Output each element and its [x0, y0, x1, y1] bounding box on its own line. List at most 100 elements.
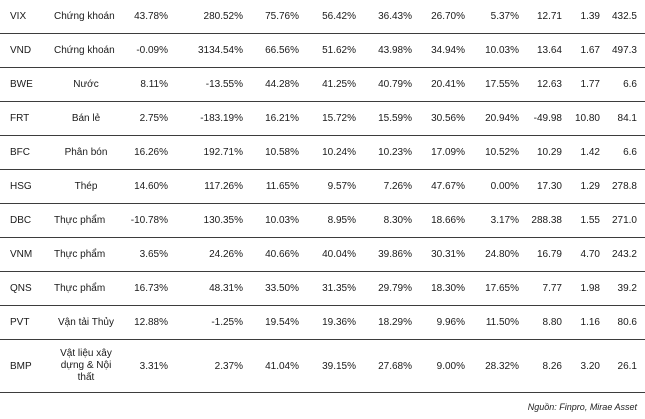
value-cell: 6.6: [608, 135, 645, 170]
value-cell: 19.54%: [251, 305, 307, 340]
value-cell: 18.29%: [364, 305, 420, 340]
value-cell: 11.65%: [251, 169, 307, 204]
ticker-cell: BMP: [0, 339, 46, 393]
value-cell: 36.43%: [364, 0, 420, 34]
table-row: QNS Thực phẩm 16.73% 48.31% 33.50% 31.35…: [0, 271, 645, 306]
value-cell: 7.77: [527, 271, 570, 306]
source-note: Nguồn: Finpro, Mirae Asset: [527, 402, 637, 412]
sector-cell: Chứng khoán: [46, 0, 126, 34]
value-cell: 24.26%: [176, 237, 251, 272]
value-cell: 10.58%: [251, 135, 307, 170]
value-cell: 10.80: [570, 101, 608, 136]
value-cell: -0.09%: [126, 33, 176, 68]
value-cell: 1.29: [570, 169, 608, 204]
sector-cell: Thép: [46, 169, 126, 204]
value-cell: 0.00%: [473, 169, 527, 204]
value-cell: 16.79: [527, 237, 570, 272]
value-cell: 29.79%: [364, 271, 420, 306]
value-cell: 30.31%: [420, 237, 473, 272]
value-cell: 24.80%: [473, 237, 527, 272]
value-cell: 12.63: [527, 67, 570, 102]
ticker-cell: VNM: [0, 237, 46, 272]
value-cell: 84.1: [608, 101, 645, 136]
value-cell: 20.94%: [473, 101, 527, 136]
value-cell: 280.52%: [176, 0, 251, 34]
value-cell: 44.28%: [251, 67, 307, 102]
value-cell: 288.38: [527, 203, 570, 238]
value-cell: 1.98: [570, 271, 608, 306]
table-row: DBC Thực phẩm -10.78% 130.35% 10.03% 8.9…: [0, 203, 645, 238]
value-cell: 15.72%: [307, 101, 364, 136]
value-cell: 3.17%: [473, 203, 527, 238]
value-cell: 47.67%: [420, 169, 473, 204]
value-cell: -49.98: [527, 101, 570, 136]
value-cell: 39.86%: [364, 237, 420, 272]
table-row: VNM Thực phẩm 3.65% 24.26% 40.66% 40.04%…: [0, 237, 645, 272]
value-cell: 130.35%: [176, 203, 251, 238]
value-cell: 1.42: [570, 135, 608, 170]
value-cell: 51.62%: [307, 33, 364, 68]
value-cell: 17.55%: [473, 67, 527, 102]
ticker-cell: QNS: [0, 271, 46, 306]
value-cell: 48.31%: [176, 271, 251, 306]
value-cell: -183.19%: [176, 101, 251, 136]
value-cell: 34.94%: [420, 33, 473, 68]
value-cell: 1.77: [570, 67, 608, 102]
value-cell: 2.37%: [176, 339, 251, 393]
value-cell: 4.70: [570, 237, 608, 272]
sector-cell: Thực phẩm: [46, 271, 126, 306]
sector-cell: Nước: [46, 67, 126, 102]
sector-cell: Thực phẩm: [46, 203, 126, 238]
value-cell: 12.71: [527, 0, 570, 34]
value-cell: 19.36%: [307, 305, 364, 340]
value-cell: 20.41%: [420, 67, 473, 102]
value-cell: 10.03%: [473, 33, 527, 68]
table-row: PVT Vận tải Thủy 12.88% -1.25% 19.54% 19…: [0, 305, 645, 340]
table-row: VIX Chứng khoán 43.78% 280.52% 75.76% 56…: [0, 0, 645, 34]
value-cell: -1.25%: [176, 305, 251, 340]
value-cell: 117.26%: [176, 169, 251, 204]
sector-text: Vật liệu xây dựng & Nội thất: [60, 348, 112, 383]
value-cell: 6.6: [608, 67, 645, 102]
ticker-cell: HSG: [0, 169, 46, 204]
value-cell: 31.35%: [307, 271, 364, 306]
value-cell: 7.26%: [364, 169, 420, 204]
value-cell: 43.98%: [364, 33, 420, 68]
value-cell: 9.00%: [420, 339, 473, 393]
value-cell: 15.59%: [364, 101, 420, 136]
value-cell: 14.60%: [126, 169, 176, 204]
value-cell: 33.50%: [251, 271, 307, 306]
value-cell: 17.09%: [420, 135, 473, 170]
value-cell: 41.25%: [307, 67, 364, 102]
table-row: FRT Bán lẻ 2.75% -183.19% 16.21% 15.72% …: [0, 101, 645, 136]
value-cell: 28.32%: [473, 339, 527, 393]
value-cell: 41.04%: [251, 339, 307, 393]
value-cell: 3.20: [570, 339, 608, 393]
ticker-cell: VND: [0, 33, 46, 68]
value-cell: 80.6: [608, 305, 645, 340]
value-cell: 16.26%: [126, 135, 176, 170]
value-cell: 17.65%: [473, 271, 527, 306]
value-cell: 75.76%: [251, 0, 307, 34]
value-cell: 39.2: [608, 271, 645, 306]
value-cell: 10.52%: [473, 135, 527, 170]
value-cell: 13.64: [527, 33, 570, 68]
sector-cell: Vận tải Thủy: [46, 305, 126, 340]
value-cell: 11.50%: [473, 305, 527, 340]
value-cell: 10.23%: [364, 135, 420, 170]
value-cell: 497.3: [608, 33, 645, 68]
value-cell: 56.42%: [307, 0, 364, 34]
value-cell: 40.04%: [307, 237, 364, 272]
value-cell: 39.15%: [307, 339, 364, 393]
value-cell: 9.57%: [307, 169, 364, 204]
table-row: BWE Nước 8.11% -13.55% 44.28% 41.25% 40.…: [0, 67, 645, 102]
value-cell: 18.66%: [420, 203, 473, 238]
value-cell: 10.29: [527, 135, 570, 170]
value-cell: 10.03%: [251, 203, 307, 238]
value-cell: 40.79%: [364, 67, 420, 102]
value-cell: 1.16: [570, 305, 608, 340]
value-cell: 27.68%: [364, 339, 420, 393]
table-row: BMP Vật liệu xây dựng & Nội thất 3.31% 2…: [0, 339, 645, 393]
ticker-cell: FRT: [0, 101, 46, 136]
ticker-cell: VIX: [0, 0, 46, 34]
